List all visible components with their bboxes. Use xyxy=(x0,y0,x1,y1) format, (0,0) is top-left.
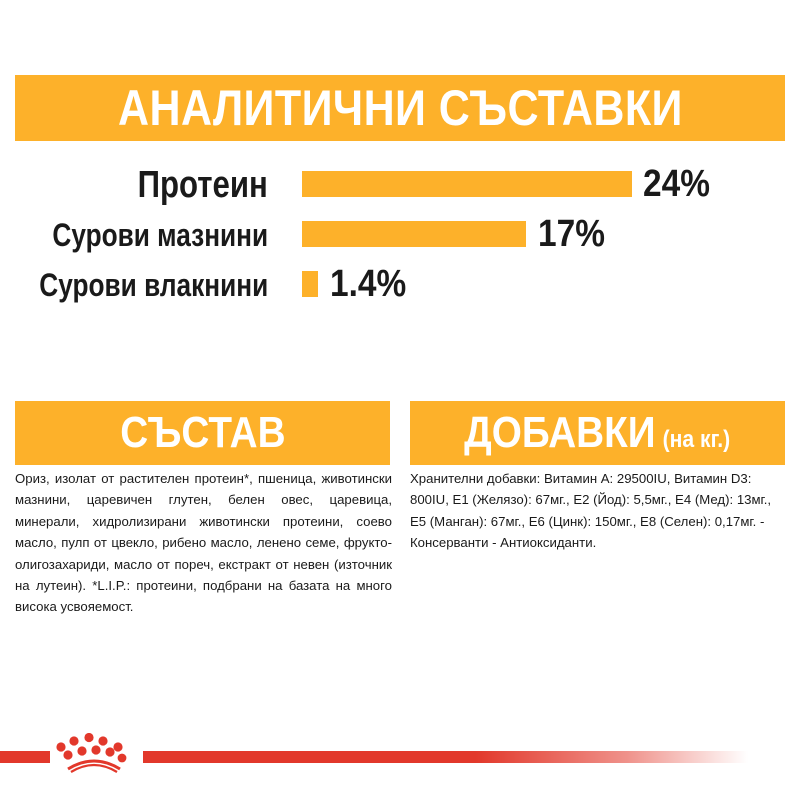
chart-bar xyxy=(302,221,526,247)
footer-line-left xyxy=(0,751,50,763)
chart-value: 17% xyxy=(538,213,605,255)
footer-line-right xyxy=(143,751,748,763)
chart-value: 1.4% xyxy=(330,263,407,305)
chart-label: Сурови влакнини xyxy=(39,267,268,303)
brand-footer xyxy=(0,733,800,773)
royal-canin-crown-icon xyxy=(56,733,127,773)
chart-row-crude-fat: Сурови мазнини 17% xyxy=(0,210,800,260)
composition-header: СЪСТАВ xyxy=(15,401,390,465)
chart-row-crude-fibre: Сурови влакнини 1.4% xyxy=(0,260,800,310)
chart-value: 24% xyxy=(643,163,710,205)
chart-bar xyxy=(302,171,632,197)
composition-text: Ориз, изолат от растителен протеин*, пше… xyxy=(15,471,392,615)
chart-label: Протеин xyxy=(137,164,268,206)
chart-row-protein: Протеин 24% xyxy=(0,160,800,210)
banner-title: АНАЛИТИЧНИ СЪСТАВКИ xyxy=(117,80,683,136)
additives-title: ДОБАВКИ xyxy=(464,408,656,457)
additives-header: ДОБАВКИ (на кг.) xyxy=(410,401,785,465)
analytical-constituents-banner: АНАЛИТИЧНИ СЪСТАВКИ xyxy=(15,75,785,141)
composition-title: СЪСТАВ xyxy=(119,408,286,457)
chart-label: Сурови мазнини xyxy=(52,217,268,253)
additives-text: Хранителни добавки: Витамин A: 29500IU, … xyxy=(410,471,772,551)
analytical-constituents-chart: Протеин 24% Сурови мазнини 17% Сурови вл… xyxy=(0,160,800,310)
additives-title-wrap: ДОБАВКИ (на кг.) xyxy=(464,411,730,455)
additives-subtitle: (на кг.) xyxy=(662,426,731,453)
chart-bar xyxy=(302,271,318,297)
